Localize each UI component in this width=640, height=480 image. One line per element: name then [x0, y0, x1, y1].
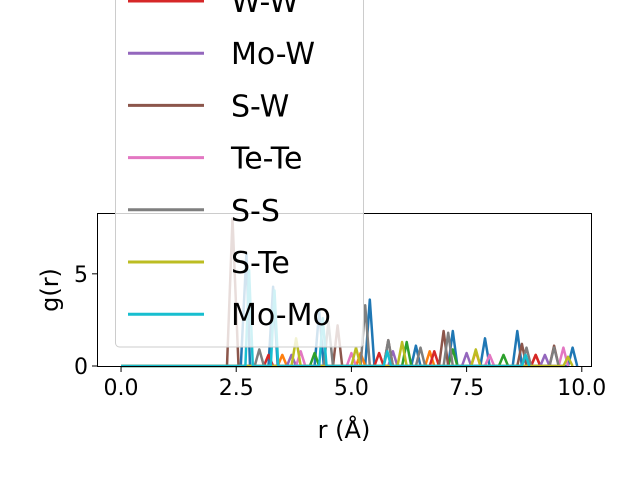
y-axis-label: g(r): [36, 268, 64, 312]
y-tick-label: 0: [74, 355, 88, 380]
x-axis: 0.0 2.5 5.0 7.5 10.0: [104, 366, 606, 401]
legend-label: Mo-W: [231, 37, 315, 72]
legend-label: Te-Te: [230, 142, 302, 177]
legend-label: Mo-Mo: [231, 298, 331, 333]
legend-label: W-W: [231, 0, 299, 20]
x-axis-label: r (Å): [318, 415, 371, 444]
x-tick-label: 0.0: [104, 376, 139, 401]
y-axis: 05: [74, 263, 98, 380]
x-tick-label: 7.5: [449, 376, 484, 401]
legend-label: S-W: [231, 89, 289, 124]
legend-box: [115, 0, 364, 348]
y-tick-label: 5: [74, 263, 88, 288]
x-tick-label: 10.0: [557, 376, 606, 401]
legend: W-W Mo-W S-W Te-Te S-S S-Te Mo-Mo: [115, 0, 364, 348]
x-tick-label: 5.0: [334, 376, 369, 401]
x-tick-label: 2.5: [219, 376, 254, 401]
legend-label: S-S: [231, 194, 280, 229]
legend-label: S-Te: [231, 246, 290, 281]
